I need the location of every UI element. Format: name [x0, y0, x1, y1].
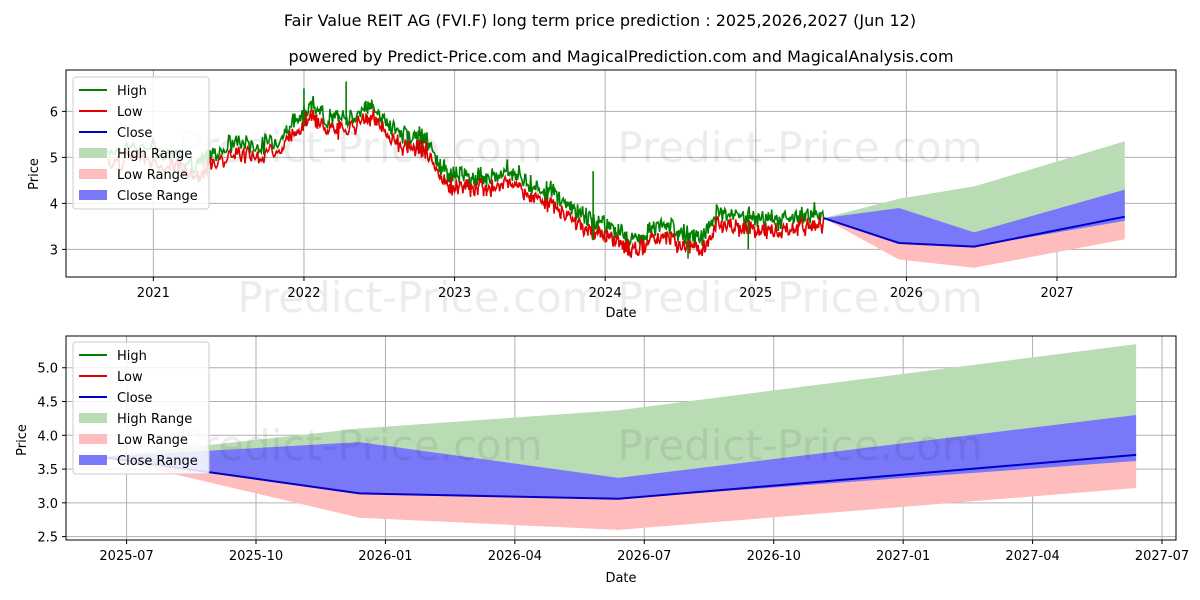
top-panel: Predict-Price.com Predict-Price.com Pred…	[27, 69, 1177, 322]
top-frame	[65, 69, 1177, 278]
legend-label-high-range: High Range	[117, 412, 192, 427]
watermark-top-4: Predict-Price.com	[617, 273, 982, 322]
chart-title: Fair Value REIT AG (FVI.F) long term pri…	[284, 11, 916, 30]
top-xtick-label: 2027	[1040, 286, 1073, 301]
legend-label-close-range: Close Range	[117, 189, 198, 204]
legend-swatch-low-range	[79, 169, 107, 179]
bottom-ytick-label: 3.0	[37, 497, 58, 512]
bottom-xtick-label: 2027-04	[1005, 549, 1059, 564]
top-xtick-label: 2023	[438, 286, 471, 301]
low-range-band	[823, 218, 1125, 268]
bottom-ylabel: Price	[15, 424, 30, 456]
bottom-ytick-label: 2.5	[37, 531, 58, 546]
legend-label-low: Low	[117, 105, 143, 120]
top-watermarks: Predict-Price.com Predict-Price.com Pred…	[177, 123, 982, 322]
legend-swatch-low-range	[79, 434, 107, 444]
low-history-line	[107, 109, 825, 258]
bottom-xtick-label: 2025-07	[99, 549, 153, 564]
legend-label-low: Low	[117, 370, 143, 385]
top-ytick-label: 4	[50, 197, 58, 212]
legend-label-close-range: Close Range	[117, 454, 198, 469]
bottom-areas	[100, 344, 1137, 530]
watermark-top-2: Predict-Price.com	[617, 123, 982, 172]
legend-swatch-close-range	[79, 190, 107, 200]
top-history	[107, 81, 825, 259]
legend-swatch-high-range	[79, 413, 107, 423]
bottom-ytick-label: 4.0	[37, 429, 58, 444]
bottom-xtick-label: 2027-07	[1135, 549, 1189, 564]
top-legend: High Low Close High Range Low Range Close Ran…	[72, 76, 210, 210]
bottom-panel: Predict-Price.com Predict-Price.com 2025…	[15, 335, 1189, 586]
watermark-top-1: Predict-Price.com	[177, 123, 542, 172]
watermark-top-3: Predict-Price.com	[237, 273, 602, 322]
top-ytick-label: 5	[50, 151, 58, 166]
chart-subtitle: powered by Predict-Price.com and Magical…	[288, 47, 953, 66]
bottom-xtick-label: 2025-10	[229, 549, 283, 564]
bottom-ytick-label: 4.5	[37, 396, 58, 411]
top-ticks: 2021 2022 2023 2024 2025 2026 2027 3 4 5 6	[50, 105, 1074, 301]
legend-label-high-range: High Range	[117, 147, 192, 162]
bottom-xtick-label: 2026-10	[747, 549, 801, 564]
legend-label-low-range: Low Range	[117, 168, 188, 183]
legend-swatch-high-range	[79, 148, 107, 158]
legend-label-low-range: Low Range	[117, 433, 188, 448]
bottom-frame	[65, 335, 1177, 541]
top-ytick-label: 3	[50, 243, 58, 258]
legend-label-high: High	[117, 349, 147, 364]
legend-label-close: Close	[117, 391, 152, 406]
legend-swatch-close-range	[79, 455, 107, 465]
close-forecast-line	[100, 453, 1137, 500]
close-forecast-line	[823, 215, 1125, 248]
low-range-band	[100, 454, 1137, 530]
bottom-xtick-label: 2026-07	[617, 549, 671, 564]
top-forecast	[823, 141, 1125, 268]
bottom-ytick-label: 5.0	[37, 362, 58, 377]
top-xtick-label: 2022	[287, 286, 320, 301]
top-xtick-label: 2026	[890, 286, 923, 301]
bottom-watermarks: Predict-Price.com Predict-Price.com	[177, 421, 982, 470]
top-xlabel: Date	[605, 306, 636, 321]
bottom-ticks: 2025-07 2025-10 2026-01 2026-04 2026-07 2026-…	[37, 362, 1189, 564]
legend-label-close: Close	[117, 126, 152, 141]
bottom-xtick-label: 2027-01	[876, 549, 930, 564]
bottom-xlabel: Date	[605, 571, 636, 586]
watermark-bottom-1: Predict-Price.com	[177, 421, 542, 470]
top-ytick-label: 6	[50, 105, 58, 120]
bottom-ytick-label: 3.5	[37, 463, 58, 478]
top-xtick-label: 2025	[739, 286, 772, 301]
bottom-xtick-label: 2026-01	[358, 549, 412, 564]
top-ylabel: Price	[27, 158, 42, 190]
bottom-xtick-label: 2026-04	[488, 549, 542, 564]
watermark-bottom-2: Predict-Price.com	[617, 421, 982, 470]
top-xtick-label: 2021	[137, 286, 170, 301]
bottom-legend: High Low Close High Range Low Range Close Ran…	[72, 341, 210, 475]
legend-label-high: High	[117, 84, 147, 99]
top-xtick-label: 2024	[589, 286, 622, 301]
